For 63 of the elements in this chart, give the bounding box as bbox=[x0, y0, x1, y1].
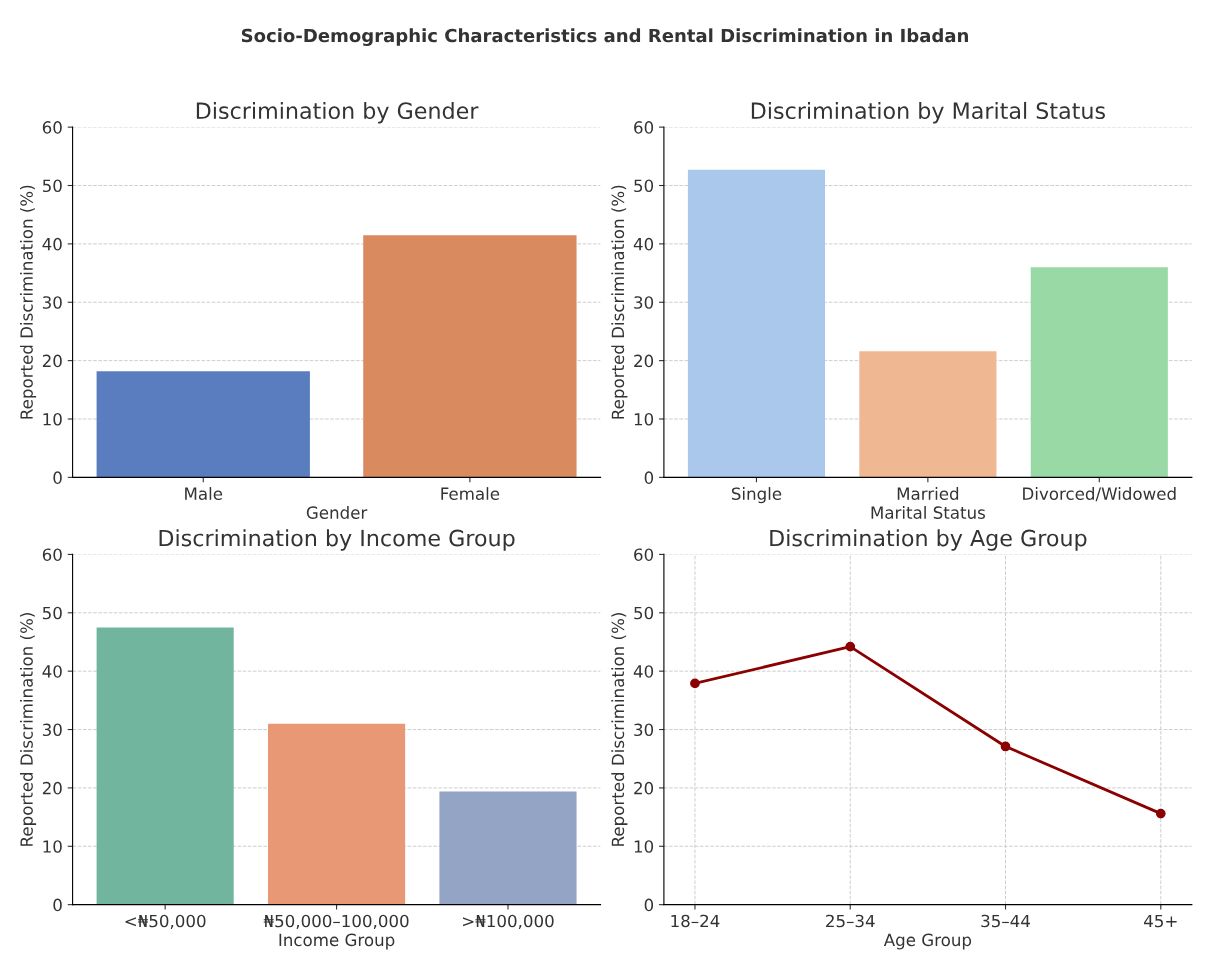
x-axis-title: Age Group bbox=[883, 933, 972, 950]
y-tick-label: 0 bbox=[644, 898, 654, 912]
x-tick-label: Married bbox=[897, 487, 959, 500]
y-tick-label: 20 bbox=[42, 781, 62, 795]
bar bbox=[96, 627, 234, 905]
y-tick-label: 40 bbox=[633, 665, 654, 678]
chart-title: Discrimination by Age Group bbox=[770, 529, 1087, 551]
y-tick-label: 20 bbox=[634, 781, 654, 795]
y-axis-title: Reported Discrimination (%) bbox=[19, 185, 37, 419]
y-tick-label: 0 bbox=[53, 898, 62, 912]
bar bbox=[439, 791, 577, 905]
x-tick-label: Female bbox=[441, 487, 500, 500]
y-tick-label: 10 bbox=[43, 412, 62, 426]
y-tick-label: 10 bbox=[43, 840, 62, 853]
x-tick-label: 25–34 bbox=[826, 914, 875, 928]
bar bbox=[859, 351, 997, 478]
x-tick-label: Male bbox=[185, 487, 223, 500]
x-axis-title: Income Group bbox=[279, 933, 395, 950]
x-tick-label: 45+ bbox=[1144, 914, 1177, 928]
bar bbox=[268, 723, 406, 905]
y-tick-label: 30 bbox=[634, 296, 654, 309]
y-tick-label: 50 bbox=[42, 606, 62, 620]
y-tick-label: 30 bbox=[634, 723, 654, 737]
point bbox=[1155, 808, 1166, 819]
y-tick-label: 0 bbox=[644, 471, 654, 484]
y-tick-label: 60 bbox=[42, 548, 62, 561]
point bbox=[845, 641, 856, 652]
x-axis-title: Marital Status bbox=[871, 506, 985, 519]
chart-title: Discrimination by Income Group bbox=[159, 529, 515, 551]
y-tick-label: 50 bbox=[42, 179, 62, 193]
y-tick-label: 40 bbox=[633, 237, 654, 251]
y-tick-label: 40 bbox=[42, 237, 62, 251]
y-tick-label: 30 bbox=[42, 296, 62, 309]
y-axis-title: Reported Discrimination (%) bbox=[19, 613, 37, 846]
y-axis-title: Reported Discrimination (%) bbox=[611, 613, 628, 846]
y-tick-label: 60 bbox=[634, 548, 654, 561]
y-tick-label: 60 bbox=[42, 121, 62, 134]
y-tick-label: 30 bbox=[42, 723, 62, 737]
y-tick-label: 10 bbox=[634, 412, 654, 426]
x-tick-label: ₦50,000–100,000 bbox=[263, 914, 409, 929]
text: Socio-Demographic Characteristics and Rental Discrimination in Ibadan bbox=[241, 28, 968, 46]
bar bbox=[1030, 267, 1168, 478]
x-tick-label: 35–44 bbox=[981, 914, 1030, 928]
x-tick-label: Divorced/Widowed bbox=[1023, 487, 1176, 502]
y-tick-label: 10 bbox=[634, 840, 654, 853]
y-axis-title: Reported Discrimination (%) bbox=[611, 185, 628, 419]
x-tick-label: >₦100,000 bbox=[463, 914, 554, 929]
point bbox=[690, 678, 700, 689]
x-tick-label: <₦50,000 bbox=[125, 914, 206, 929]
x-tick-label: 18–24 bbox=[671, 914, 720, 928]
y-tick-label: 50 bbox=[634, 606, 654, 620]
chart-title: Discrimination by Marital Status bbox=[751, 101, 1105, 124]
point bbox=[1000, 741, 1011, 752]
x-axis-title: Gender bbox=[306, 506, 368, 519]
y-tick-label: 40 bbox=[42, 665, 62, 678]
y-tick-label: 60 bbox=[634, 121, 654, 134]
chart-title: Discrimination by Gender bbox=[196, 101, 479, 124]
y-tick-label: 20 bbox=[634, 354, 654, 368]
y-tick-label: 20 bbox=[42, 354, 62, 368]
bar bbox=[687, 169, 826, 478]
y-tick-label: 0 bbox=[53, 471, 62, 484]
x-tick-label: Single bbox=[731, 487, 782, 504]
y-tick-label: 50 bbox=[634, 179, 654, 193]
